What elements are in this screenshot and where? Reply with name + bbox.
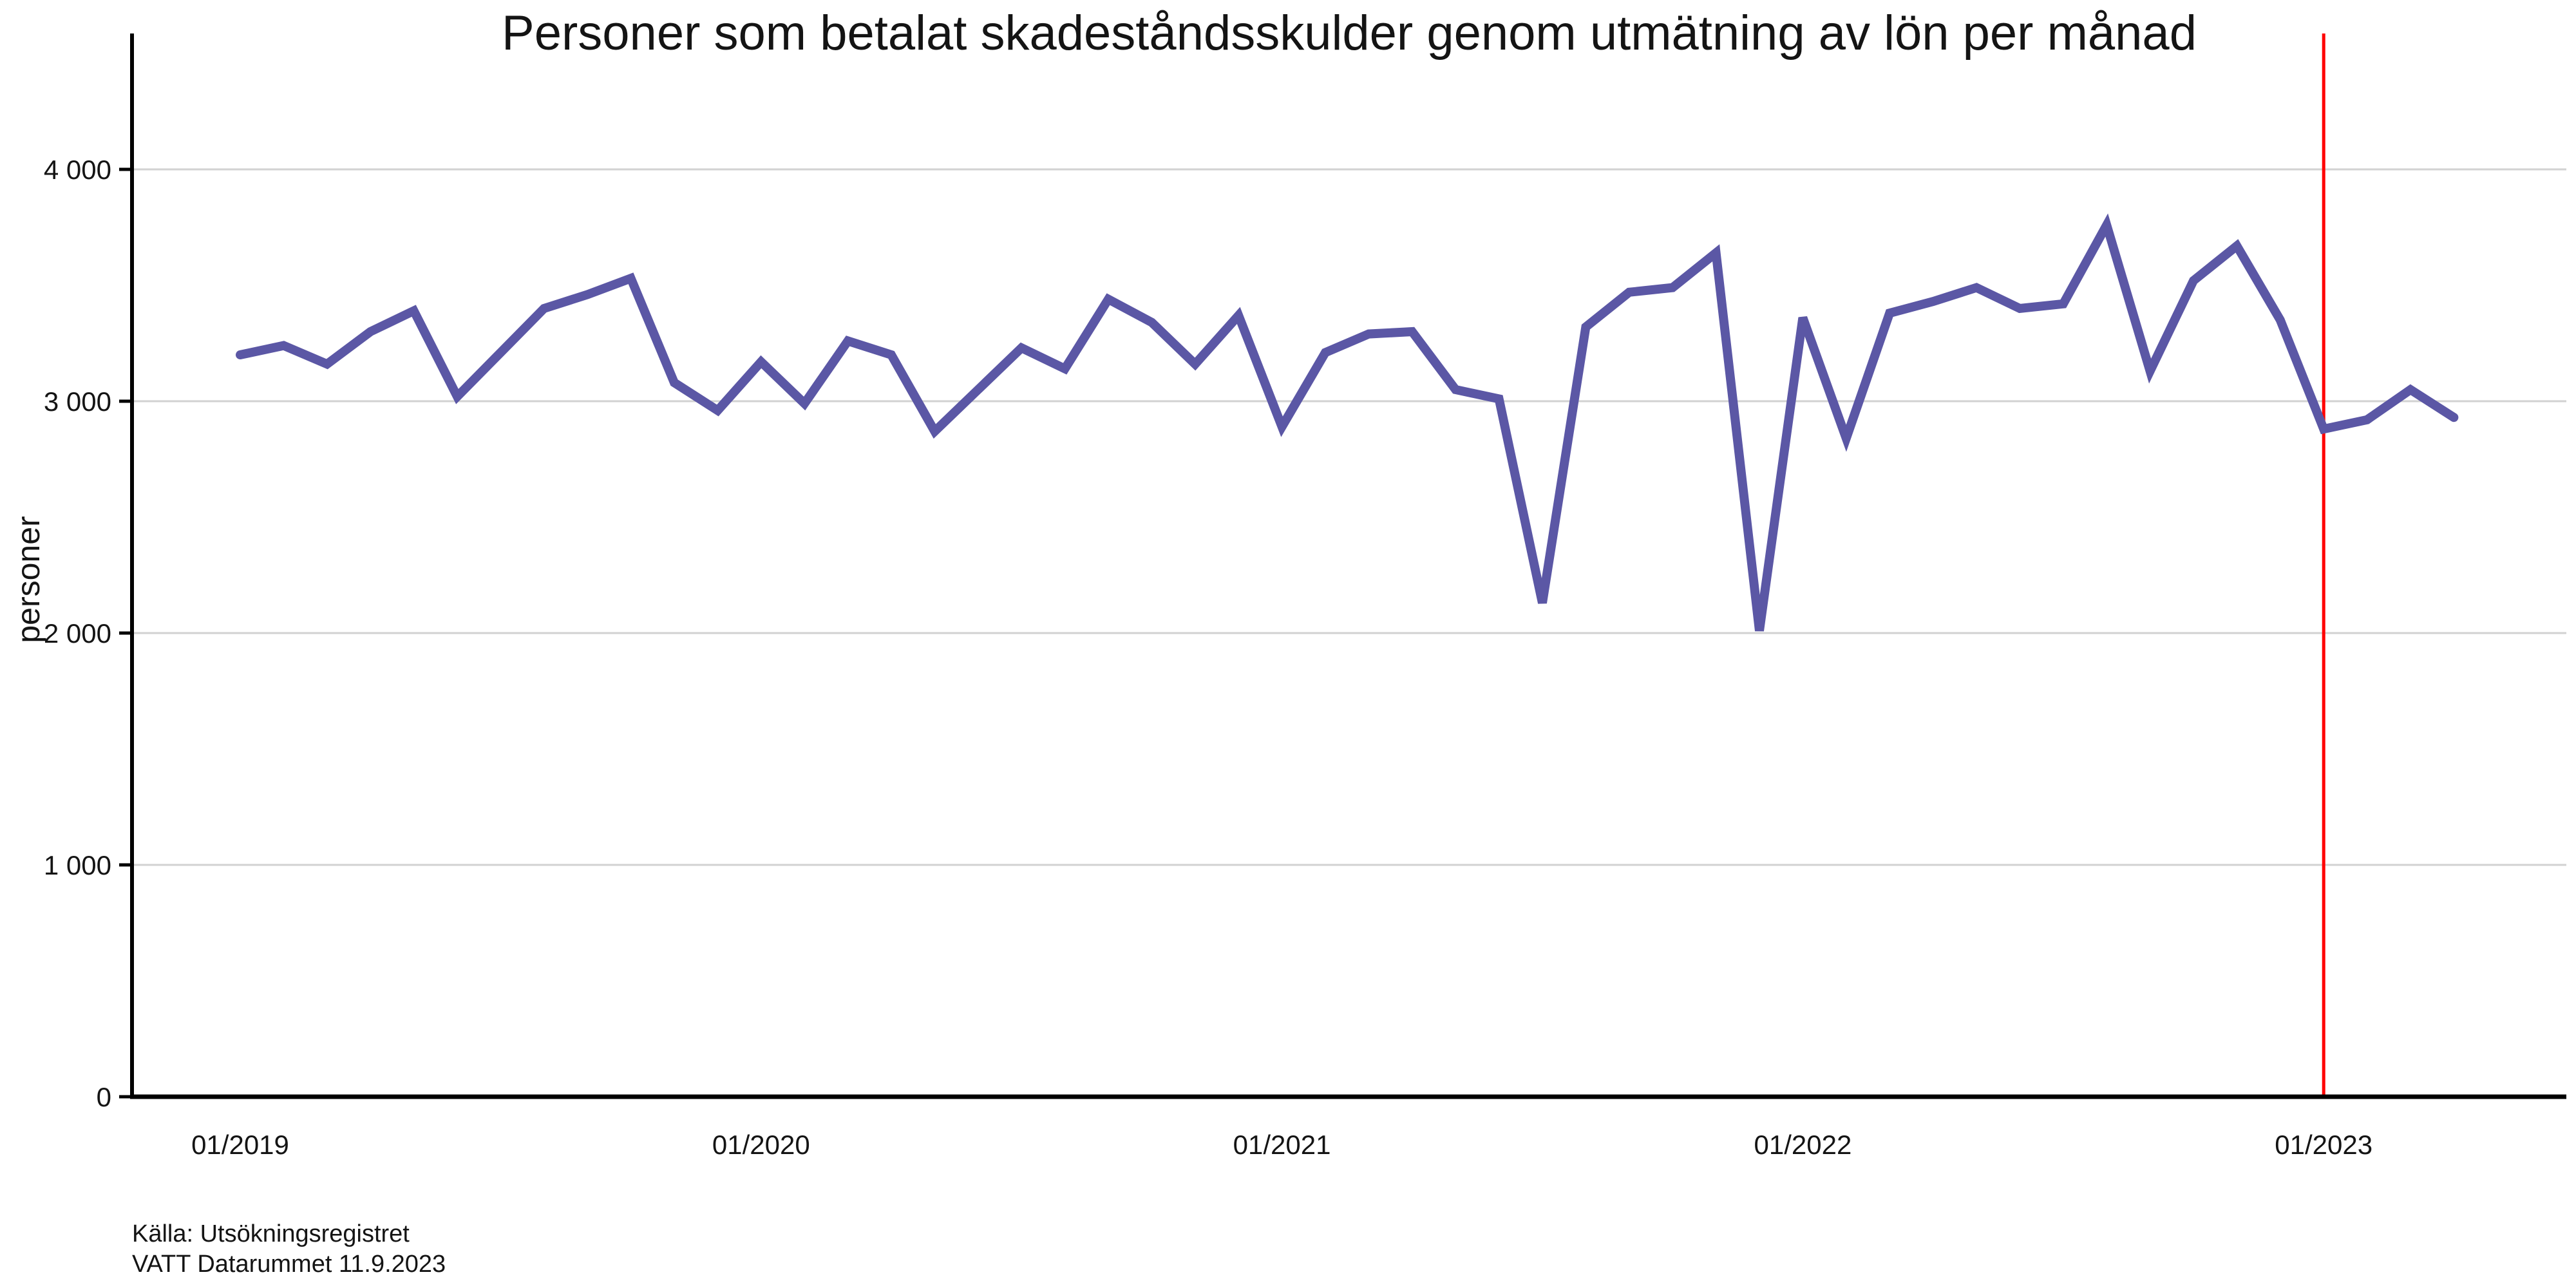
tick-labels: 0 1 000 2 000 3 000 4 000 01/2019 01/2020 01/20… — [44, 155, 2372, 1160]
data-series — [236, 213, 2459, 632]
source-note: Källa: Utsökningsregistret VATT Datarumm… — [132, 1219, 446, 1280]
axes — [119, 33, 2566, 1099]
y-tick-label: 3 000 — [44, 386, 111, 417]
grid-lines — [132, 168, 2566, 866]
y-tick-label: 4 000 — [44, 155, 111, 185]
x-tick-label: 01/2021 — [1233, 1130, 1331, 1160]
source-line-2: VATT Datarummet 11.9.2023 — [132, 1251, 446, 1278]
y-tick-label: 1 000 — [44, 850, 111, 880]
x-tick-label: 01/2023 — [2275, 1130, 2372, 1160]
y-tick-label: 2 000 — [44, 618, 111, 649]
x-tick-label: 01/2019 — [191, 1130, 289, 1160]
y-axis-title: personer — [10, 516, 46, 643]
chart-title: Personer som betalat skadeståndsskulder … — [502, 6, 2197, 61]
x-tick-label: 01/2022 — [1754, 1130, 1852, 1160]
x-tick-label: 01/2020 — [712, 1130, 810, 1160]
y-tick-label: 0 — [97, 1082, 111, 1112]
persons-line-series — [236, 213, 2459, 632]
source-line-1: Källa: Utsökningsregistret — [132, 1220, 410, 1247]
